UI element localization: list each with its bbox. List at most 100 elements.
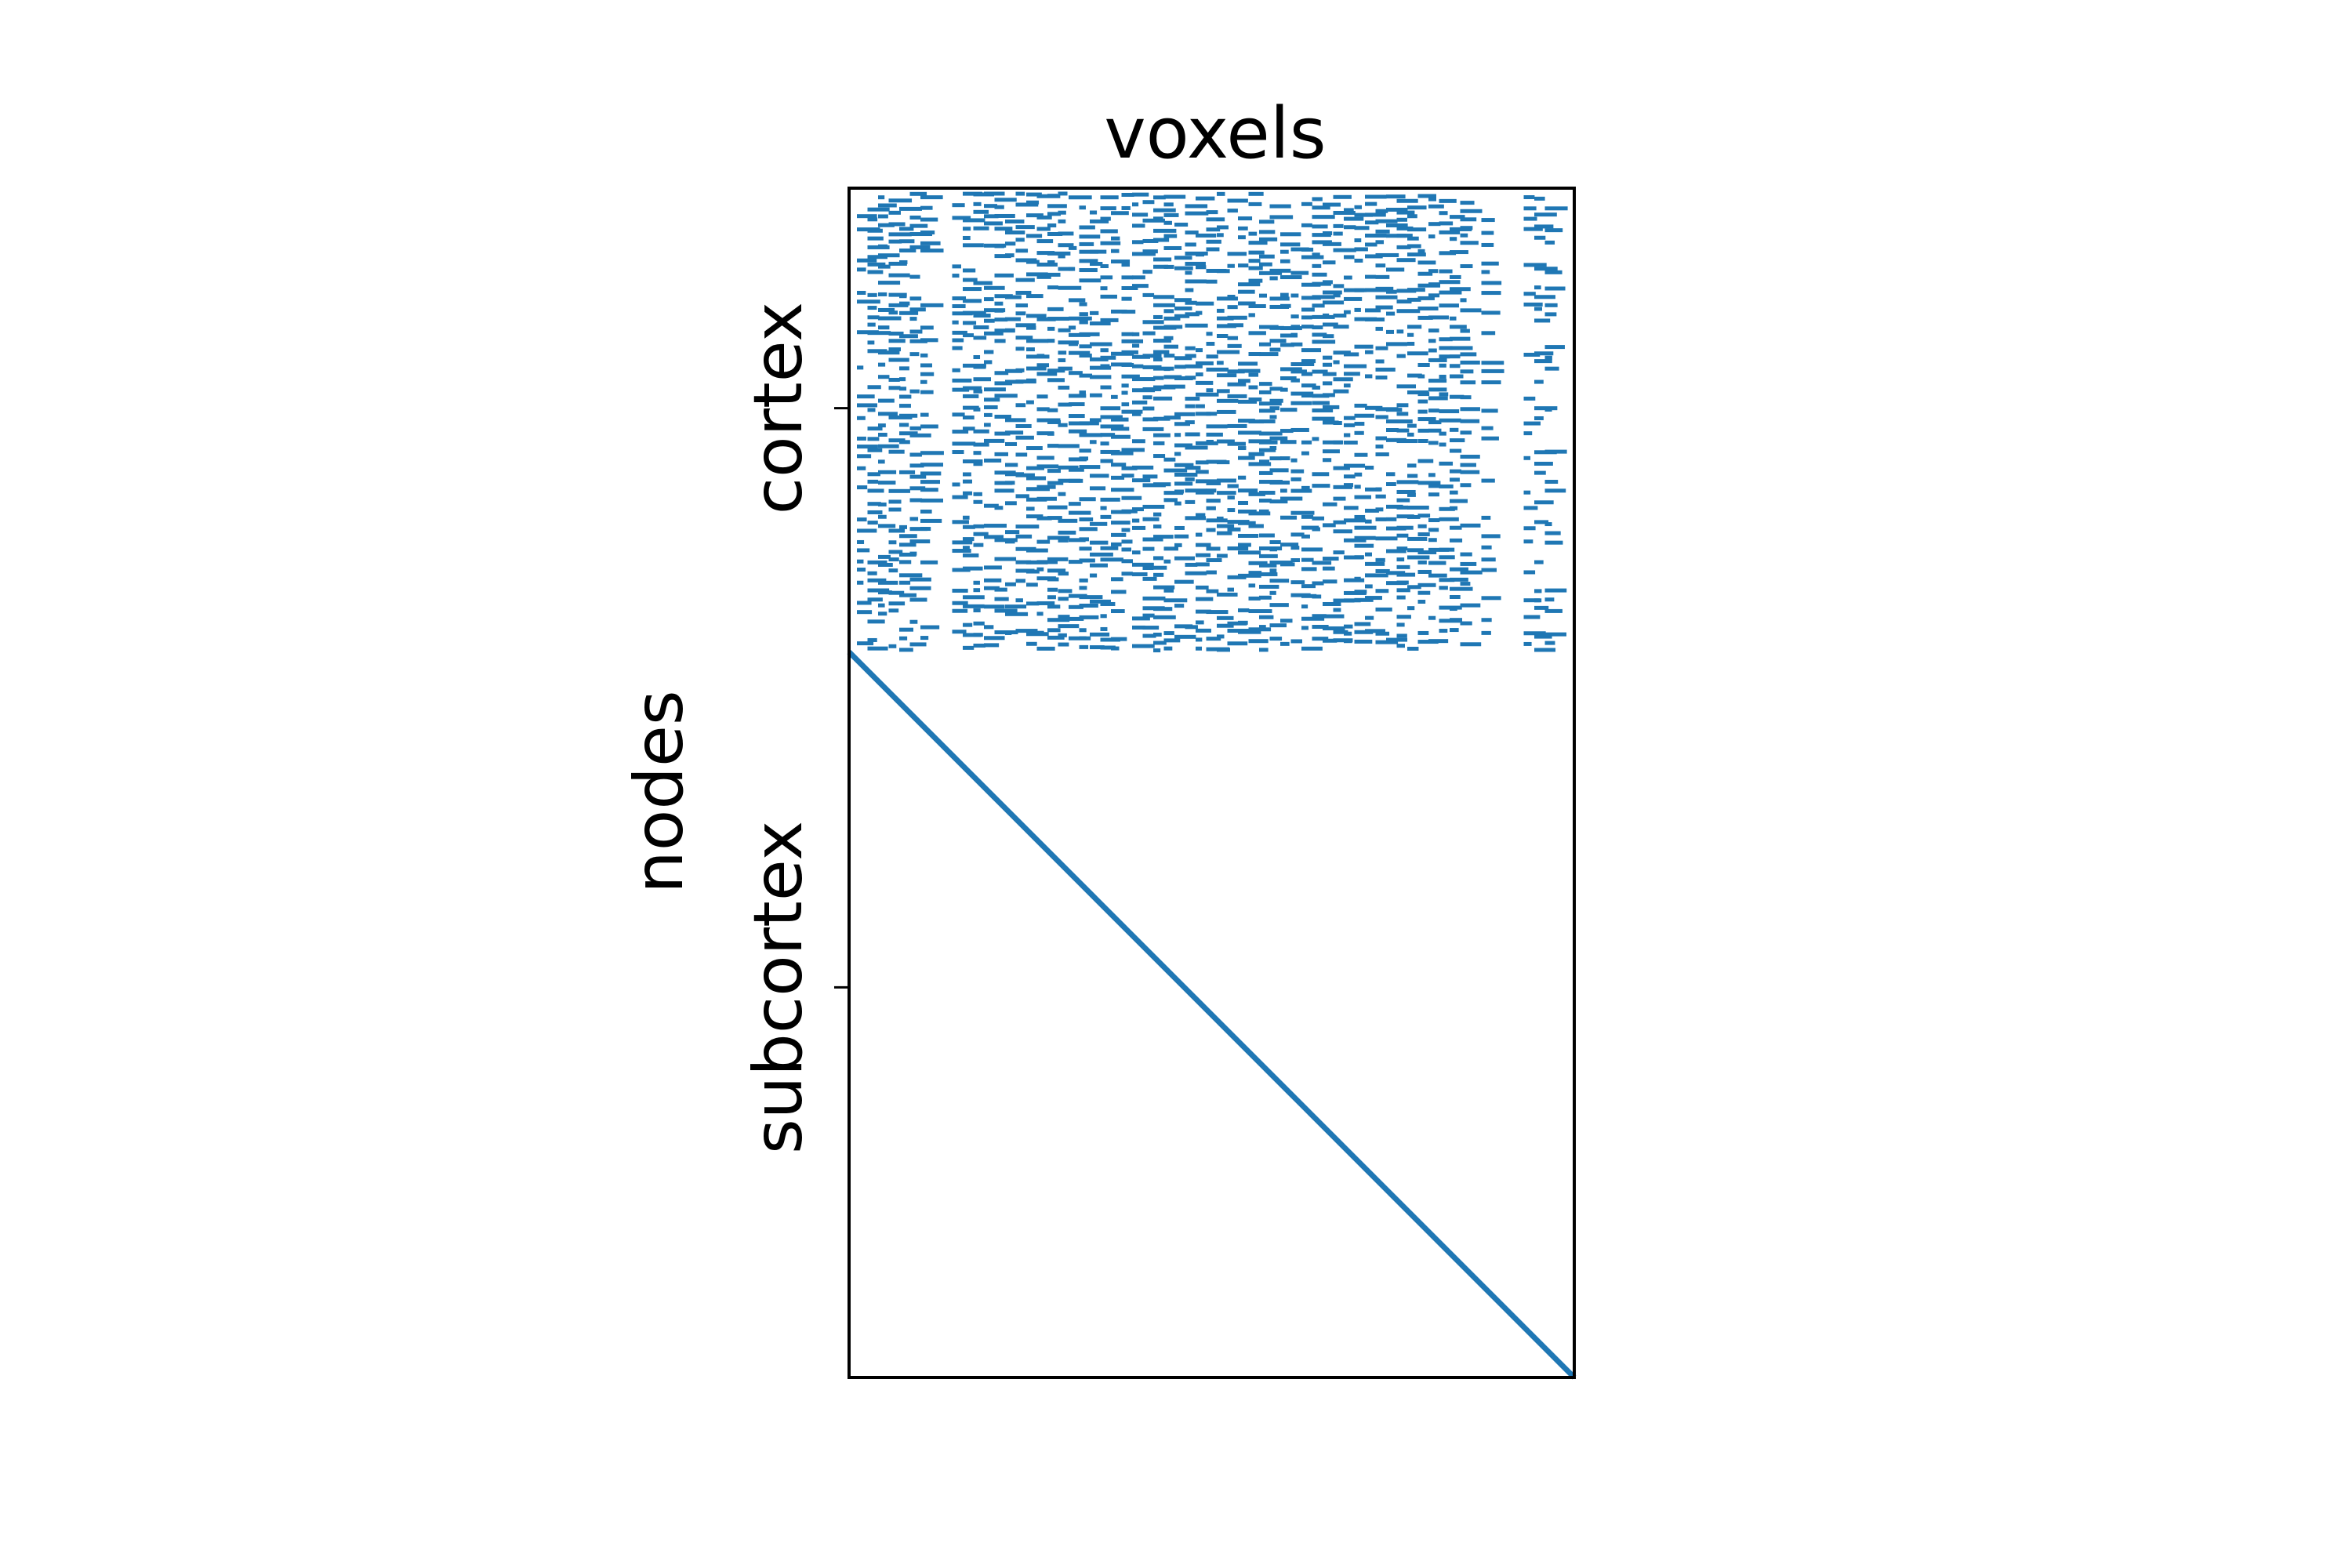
cortex-entry xyxy=(1407,474,1418,478)
cortex-entry xyxy=(973,325,989,330)
cortex-entry xyxy=(867,385,881,390)
cortex-entry xyxy=(1280,429,1294,434)
cortex-entry xyxy=(1058,219,1066,223)
cortex-entry xyxy=(1069,616,1084,621)
cortex-entry xyxy=(1312,394,1330,398)
cortex-entry xyxy=(920,463,944,467)
cortex-entry xyxy=(1428,387,1447,392)
cortex-entry xyxy=(1333,466,1350,470)
cortex-entry xyxy=(1365,405,1383,410)
cortex-entry xyxy=(899,404,911,408)
cortex-entry xyxy=(1100,433,1116,437)
cortex-entry xyxy=(1481,261,1499,266)
cortex-entry xyxy=(994,394,1018,398)
cortex-entry xyxy=(867,619,885,624)
cortex-entry xyxy=(1026,325,1036,330)
cortex-entry xyxy=(1439,290,1462,295)
cortex-entry xyxy=(952,274,960,278)
cortex-entry xyxy=(1163,638,1181,643)
cortex-entry xyxy=(1217,361,1224,365)
cortex-entry xyxy=(1333,496,1346,501)
cortex-entry xyxy=(899,440,910,445)
cortex-entry xyxy=(1365,318,1385,322)
cortex-entry xyxy=(1428,396,1448,401)
cortex-entry xyxy=(920,195,943,200)
cortex-entry xyxy=(1280,376,1297,380)
cortex-entry xyxy=(1301,525,1319,530)
cortex-entry xyxy=(1100,449,1120,454)
cortex-entry xyxy=(1323,458,1332,463)
cortex-entry xyxy=(1386,223,1408,228)
cortex-entry xyxy=(1450,490,1458,495)
cortex-entry xyxy=(1534,560,1544,564)
cortex-entry xyxy=(1323,557,1339,561)
cortex-entry xyxy=(1069,267,1076,271)
cortex-entry xyxy=(1354,525,1377,530)
cortex-entry xyxy=(1312,408,1334,413)
cortex-entry xyxy=(1238,543,1251,547)
cortex-entry xyxy=(1481,426,1494,430)
cortex-entry xyxy=(1386,526,1406,531)
cortex-entry xyxy=(1217,460,1230,465)
cortex-entry xyxy=(1058,615,1070,619)
cortex-entry xyxy=(909,191,927,196)
cortex-entry xyxy=(952,608,968,613)
cortex-entry xyxy=(984,387,1006,392)
cortex-entry xyxy=(1301,307,1315,312)
cortex-entry xyxy=(973,588,981,593)
cortex-entry xyxy=(1227,336,1239,340)
cortex-entry xyxy=(963,287,982,292)
cortex-entry xyxy=(1439,363,1446,368)
cortex-entry xyxy=(857,641,874,646)
cortex-entry xyxy=(1428,561,1446,565)
cortex-entry xyxy=(1163,546,1178,551)
cortex-entry xyxy=(1132,507,1144,512)
cortex-entry xyxy=(888,239,902,244)
cortex-entry xyxy=(1132,275,1145,280)
cortex-entry xyxy=(1142,354,1162,358)
cortex-entry xyxy=(1396,505,1408,510)
cortex-entry xyxy=(1481,218,1495,223)
cortex-entry xyxy=(1428,348,1437,353)
cortex-entry xyxy=(909,527,927,532)
cortex-entry xyxy=(1132,625,1145,630)
cortex-entry xyxy=(1354,413,1374,418)
cortex-entry xyxy=(1417,399,1428,404)
cortex-entry xyxy=(920,325,934,330)
cortex-entry xyxy=(867,331,891,336)
cortex-entry xyxy=(1206,210,1218,215)
cortex-entry xyxy=(994,431,1011,436)
cortex-entry xyxy=(1396,258,1416,263)
cortex-entry xyxy=(1036,262,1058,267)
cortex-entry xyxy=(857,299,880,304)
cortex-entry xyxy=(1100,355,1116,360)
cortex-entry xyxy=(1015,379,1036,384)
cortex-entry xyxy=(1428,358,1447,362)
cortex-entry xyxy=(1121,310,1136,314)
cortex-entry xyxy=(878,362,886,367)
cortex-entry xyxy=(1534,359,1552,364)
cortex-entry xyxy=(1344,441,1358,445)
cortex-entry xyxy=(973,492,982,496)
cortex-entry xyxy=(1333,293,1341,298)
cortex-entry xyxy=(1481,534,1501,539)
cortex-entry xyxy=(952,450,964,455)
cortex-entry xyxy=(1227,441,1246,446)
cortex-entry xyxy=(920,412,929,417)
cortex-entry xyxy=(1386,311,1396,316)
cortex-entry xyxy=(1365,519,1372,524)
cortex-entry xyxy=(888,377,900,382)
cortex-entry xyxy=(1005,418,1026,423)
cortex-entry xyxy=(1100,626,1108,631)
cortex-entry xyxy=(1185,432,1200,437)
cortex-entry xyxy=(909,577,931,582)
cortex-entry xyxy=(952,346,963,350)
cortex-entry xyxy=(952,203,965,208)
cortex-entry xyxy=(1323,523,1336,528)
cortex-entry xyxy=(1269,568,1277,573)
cortex-entry xyxy=(1365,194,1387,199)
cortex-entry xyxy=(1196,460,1209,465)
cortex-entry xyxy=(1121,474,1134,478)
cortex-entry xyxy=(1142,546,1155,551)
